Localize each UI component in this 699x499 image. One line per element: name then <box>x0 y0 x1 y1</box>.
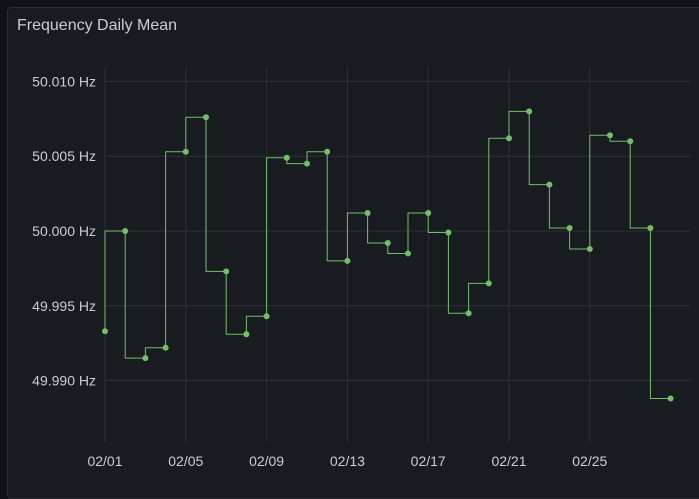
x-tick-label: 02/25 <box>572 453 607 469</box>
data-point <box>425 210 432 217</box>
data-point <box>142 355 149 362</box>
data-point <box>445 229 452 236</box>
series-line <box>104 110 671 400</box>
data-point <box>405 250 411 257</box>
chart: 50.010 Hz 50.005 Hz 50.000 Hz 49.995 Hz 49.9… <box>32 67 690 469</box>
data-point <box>364 210 371 217</box>
data-point <box>627 138 634 145</box>
data-point <box>243 331 250 338</box>
y-tick-label: 49.990 Hz <box>32 373 96 389</box>
x-tick-label: 02/21 <box>491 453 526 469</box>
y-tick-label: 50.005 Hz <box>32 148 96 164</box>
data-point <box>607 132 613 139</box>
data-point <box>122 228 129 234</box>
x-tick-label: 02/01 <box>87 453 122 469</box>
data-point <box>526 108 533 115</box>
data-point <box>182 148 189 155</box>
data-point <box>546 181 553 188</box>
x-tick-label: 02/09 <box>249 453 284 469</box>
data-point <box>647 225 654 232</box>
data-point <box>263 313 270 320</box>
data-point <box>667 395 674 402</box>
data-point <box>162 344 169 351</box>
data-point <box>566 225 573 232</box>
data-point <box>586 245 593 252</box>
data-point <box>344 257 351 264</box>
x-tick-label: 02/05 <box>168 453 203 469</box>
panel-title[interactable]: Frequency Daily Mean <box>17 17 178 34</box>
data-point <box>203 114 209 121</box>
data-point <box>324 148 331 155</box>
chart-panel <box>7 7 699 499</box>
data-point <box>506 135 512 142</box>
x-tick-label: 02/17 <box>411 453 446 469</box>
y-tick-label: 49.995 Hz <box>32 298 96 314</box>
data-point <box>485 280 492 287</box>
data-point <box>465 310 472 317</box>
x-tick-label: 02/13 <box>330 453 365 469</box>
data-point <box>102 328 108 335</box>
data-point <box>223 268 230 275</box>
data-point <box>283 154 290 161</box>
y-tick-label: 50.000 Hz <box>32 223 96 239</box>
data-point <box>304 160 310 167</box>
y-tick-label: 50.010 Hz <box>32 73 96 89</box>
data-point <box>384 239 391 246</box>
